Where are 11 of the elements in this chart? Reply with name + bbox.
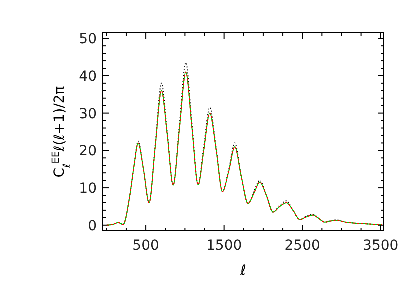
x-axis-title: ℓ bbox=[240, 263, 246, 279]
x-tick-label: 1500 bbox=[206, 238, 242, 254]
y-tick-label: 40 bbox=[79, 68, 97, 85]
y-tick-label: 50 bbox=[79, 32, 97, 48]
x-tick-label: 500 bbox=[132, 238, 160, 254]
y-tick-label: 10 bbox=[79, 181, 97, 198]
y-tick-label: 20 bbox=[79, 144, 97, 160]
x-tick-label: 3500 bbox=[363, 238, 399, 254]
x-tick-label: 2500 bbox=[284, 238, 320, 254]
y-tick-label: 30 bbox=[79, 106, 97, 122]
y-tick-label: 0 bbox=[88, 218, 97, 234]
